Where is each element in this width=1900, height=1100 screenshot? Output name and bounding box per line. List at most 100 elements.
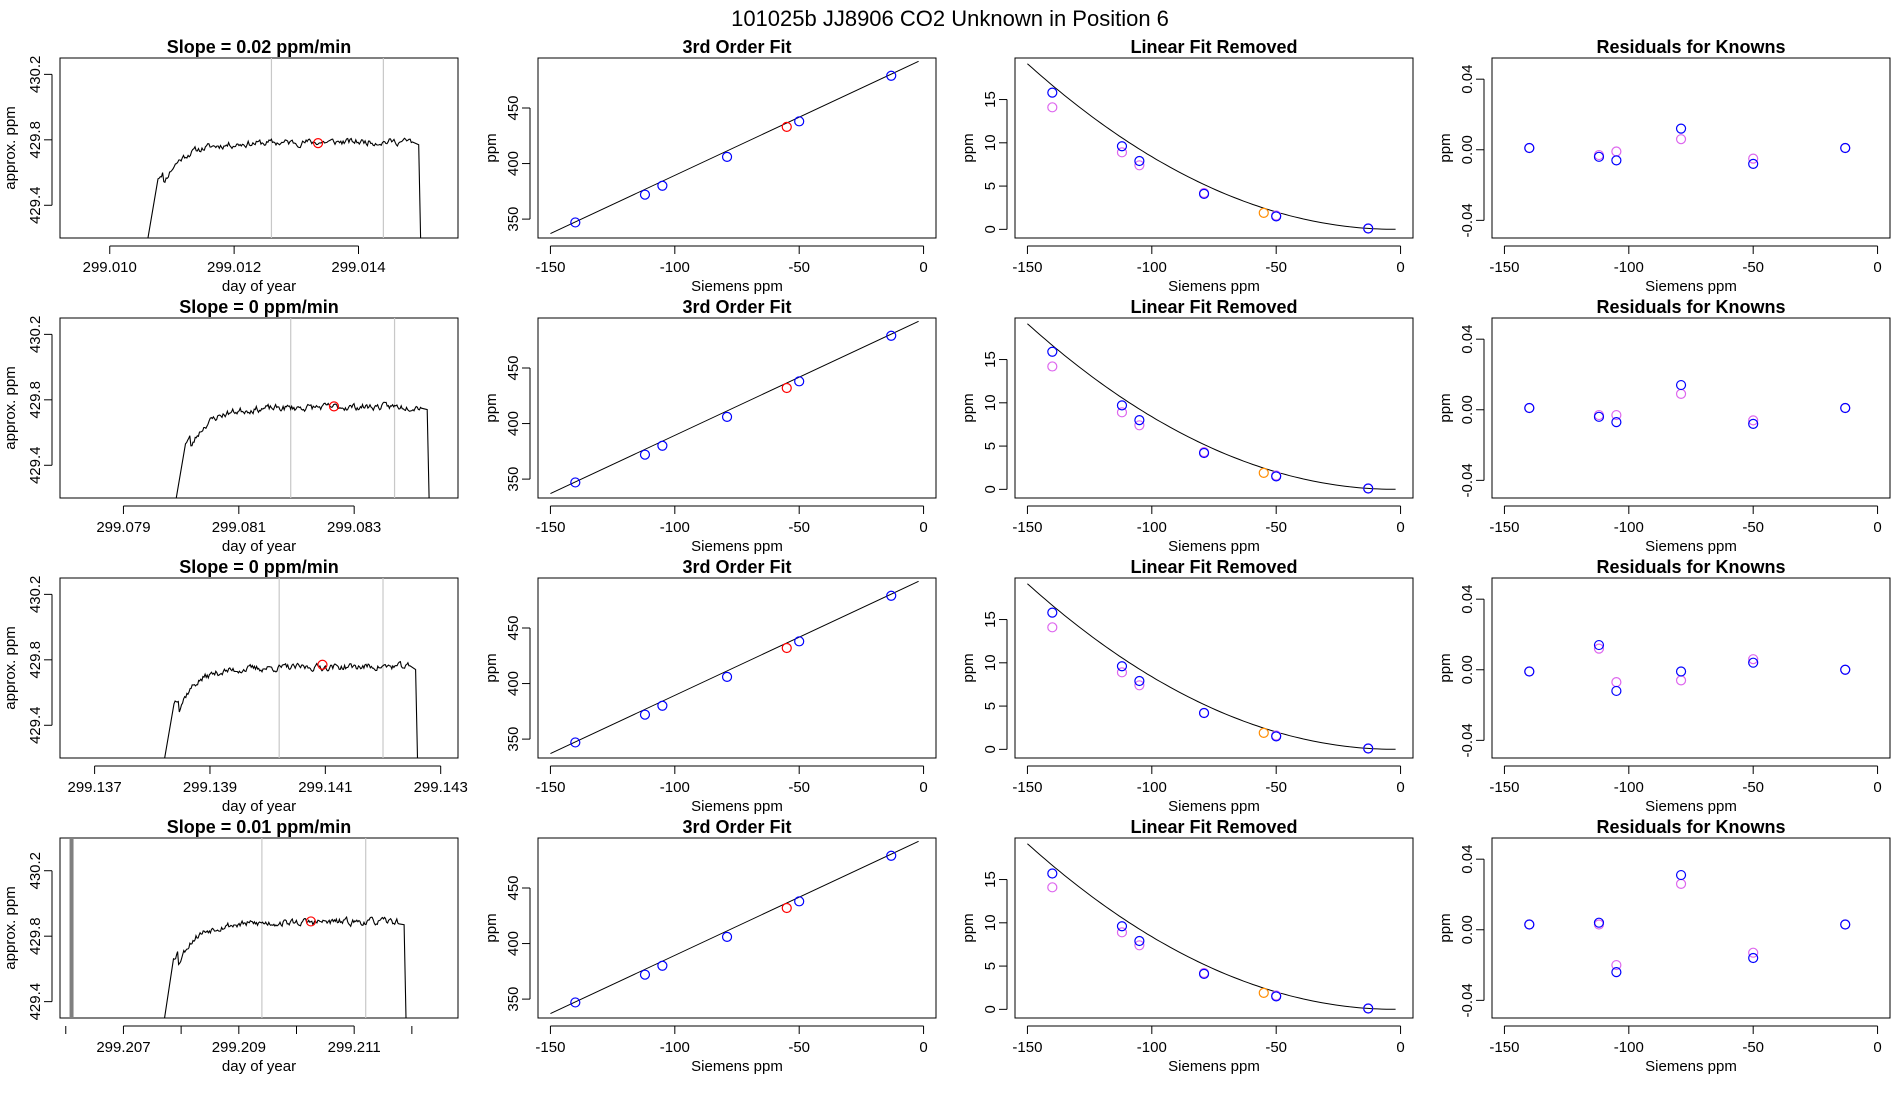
panel-2-3: Linear Fit Removed -150 -100 -50 0 Siemens pp… bbox=[960, 297, 1414, 555]
x-tick-label: 299.139 bbox=[183, 779, 237, 796]
blue-residual bbox=[1593, 151, 1605, 162]
plot-frame bbox=[537, 837, 937, 1019]
plot-frame bbox=[1491, 577, 1891, 759]
x-tick-label: 299.209 bbox=[212, 1039, 266, 1056]
x-axis-label: Siemens ppm bbox=[691, 538, 783, 555]
y-tick-label: 0.04 bbox=[1459, 65, 1476, 94]
known-point bbox=[1363, 483, 1374, 494]
x-tick-label: -50 bbox=[1742, 259, 1764, 276]
ppm-trace bbox=[164, 660, 419, 758]
plot-frame bbox=[1491, 317, 1891, 499]
y-axis-label: ppm bbox=[960, 133, 977, 162]
blue-residual bbox=[1675, 379, 1687, 391]
y-tick-label: 10 bbox=[982, 914, 999, 931]
y-tick-label: 0.00 bbox=[1459, 655, 1476, 684]
x-tick-label: -50 bbox=[1265, 779, 1287, 796]
plot-area bbox=[550, 580, 919, 755]
y-tick-label: 15 bbox=[982, 351, 999, 368]
x-tick-label: -150 bbox=[1489, 1039, 1519, 1056]
y-tick-label: 429.8 bbox=[27, 641, 44, 679]
y-tick-label: 400 bbox=[505, 411, 522, 436]
x-tick-label: 0 bbox=[1396, 1039, 1404, 1056]
y-axis-label: approx. ppm bbox=[2, 626, 19, 709]
y-axis-label: ppm bbox=[1437, 133, 1454, 162]
x-tick-label: -100 bbox=[1137, 1039, 1167, 1056]
plot-frame bbox=[1014, 577, 1414, 759]
panel-title: Slope = 0 ppm/min bbox=[179, 557, 339, 577]
violet-residual bbox=[1611, 409, 1622, 421]
known-point bbox=[886, 590, 897, 601]
blue-residual bbox=[1748, 158, 1759, 169]
panel-title: 3rd Order Fit bbox=[682, 297, 791, 317]
known-point bbox=[1363, 223, 1374, 234]
x-tick-label: -100 bbox=[1137, 259, 1167, 276]
y-axis-label: approx. ppm bbox=[2, 886, 19, 969]
unknown-point bbox=[1258, 467, 1269, 479]
x-axis-label: Siemens ppm bbox=[1168, 278, 1260, 295]
x-tick-label: -150 bbox=[1489, 779, 1519, 796]
violet-point bbox=[1047, 102, 1058, 113]
plot-frame bbox=[59, 837, 459, 1019]
violet-residual bbox=[1611, 677, 1622, 688]
y-axis-label: ppm bbox=[960, 393, 977, 422]
plot-frame bbox=[537, 577, 937, 759]
fit-line bbox=[550, 840, 919, 1015]
marker-bar bbox=[69, 838, 74, 1018]
x-tick-label: 0 bbox=[1396, 519, 1404, 536]
y-tick-label: 429.4 bbox=[27, 706, 44, 744]
x-tick-label: -100 bbox=[1614, 1039, 1644, 1056]
x-tick-label: -150 bbox=[535, 1039, 565, 1056]
y-tick-label: 5 bbox=[982, 702, 999, 710]
mean-marker bbox=[305, 916, 317, 927]
y-axis-label: ppm bbox=[960, 913, 977, 942]
y-axis-label: ppm bbox=[483, 913, 500, 942]
known-point bbox=[1363, 743, 1374, 754]
blue-residual bbox=[1593, 639, 1605, 651]
x-tick-label: -100 bbox=[1137, 519, 1167, 536]
x-axis-label: Siemens ppm bbox=[691, 798, 783, 815]
plot-frame bbox=[1014, 837, 1414, 1019]
blue-residual bbox=[1675, 666, 1687, 677]
known-point bbox=[1271, 471, 1282, 482]
panel-title: Linear Fit Removed bbox=[1130, 557, 1297, 577]
y-tick-label: 15 bbox=[982, 871, 999, 888]
known-point bbox=[1116, 141, 1128, 152]
x-tick-label: 0 bbox=[1873, 1039, 1881, 1056]
y-tick-label: -0.04 bbox=[1459, 723, 1476, 757]
unknown-point bbox=[781, 902, 792, 914]
x-axis-label: Siemens ppm bbox=[1168, 798, 1260, 815]
known-point bbox=[639, 189, 651, 200]
known-point bbox=[657, 700, 668, 711]
x-tick-label: -50 bbox=[788, 779, 810, 796]
known-point bbox=[1198, 707, 1210, 719]
y-tick-label: 0 bbox=[982, 1005, 999, 1013]
blue-residual bbox=[1524, 666, 1535, 677]
known-point bbox=[1198, 968, 1210, 979]
known-point bbox=[570, 217, 581, 228]
plot-frame bbox=[59, 57, 459, 239]
x-tick-label: 299.014 bbox=[331, 259, 385, 276]
y-tick-label: 10 bbox=[982, 654, 999, 671]
plot-area bbox=[1524, 639, 1851, 697]
x-tick-label: 0 bbox=[919, 779, 927, 796]
x-tick-label: 0 bbox=[1873, 779, 1881, 796]
x-axis-label: day of year bbox=[222, 278, 296, 295]
y-tick-label: 0.04 bbox=[1459, 845, 1476, 874]
y-tick-label: 15 bbox=[982, 611, 999, 628]
plot-area bbox=[1524, 379, 1851, 429]
y-tick-label: 400 bbox=[505, 151, 522, 176]
y-tick-label: 429.4 bbox=[27, 983, 44, 1021]
violet-residual bbox=[1675, 134, 1687, 145]
x-tick-label: -100 bbox=[1614, 259, 1644, 276]
panel-title: Residuals for Knowns bbox=[1596, 817, 1785, 837]
violet-point bbox=[1116, 147, 1128, 158]
plot-area bbox=[1027, 63, 1396, 234]
plot-frame bbox=[1014, 317, 1414, 499]
blue-residual bbox=[1611, 685, 1622, 697]
panel-title: Slope = 0.01 ppm/min bbox=[167, 817, 352, 837]
blue-residual bbox=[1748, 657, 1759, 668]
panel-title: Linear Fit Removed bbox=[1130, 37, 1297, 57]
x-tick-label: -50 bbox=[1265, 519, 1287, 536]
x-axis-label: Siemens ppm bbox=[1645, 798, 1737, 815]
y-axis-label: approx. ppm bbox=[2, 366, 19, 449]
